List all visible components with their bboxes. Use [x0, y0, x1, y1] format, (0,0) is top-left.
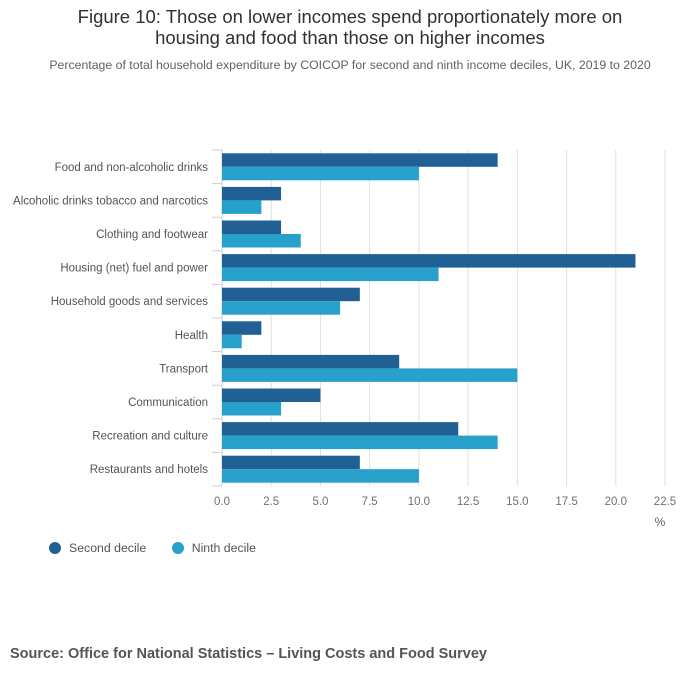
legend-item-ninth-decile[interactable]: Ninth decile	[171, 541, 256, 555]
bar-ninth-decile	[222, 368, 518, 382]
x-tick-label: 0.0	[214, 496, 230, 508]
bar-second-decile	[222, 354, 400, 369]
bar-second-decile	[222, 455, 360, 470]
chart-subtitle: Percentage of total household expenditur…	[49, 58, 651, 72]
legend-label-second-decile: Second decile	[69, 541, 147, 555]
category-label: Alcoholic drinks tobacco and narcotics	[13, 195, 208, 207]
x-tick-label: 15.0	[506, 496, 528, 508]
bar-second-decile	[222, 153, 498, 167]
bar-second-decile	[222, 186, 282, 201]
category-label: Clothing and footwear	[96, 229, 208, 241]
legend: Second decile Ninth decile	[49, 541, 278, 557]
bar-second-decile	[222, 388, 321, 402]
legend-item-second-decile[interactable]: Second decile	[49, 541, 146, 555]
bar-ninth-decile	[222, 234, 301, 248]
x-tick-label: 17.5	[555, 496, 577, 508]
bar-ninth-decile	[222, 301, 341, 315]
category-label: Restaurants and hotels	[90, 464, 209, 476]
category-label: Transport	[159, 363, 209, 375]
chart-title: Figure 10: Those on lower incomes spend …	[0, 6, 700, 48]
bar-second-decile	[222, 287, 360, 302]
category-label: Housing (net) fuel and power	[60, 263, 208, 275]
bar-ninth-decile	[222, 469, 419, 483]
category-label: Recreation and culture	[92, 431, 208, 443]
bar-ninth-decile	[222, 200, 262, 214]
bar-second-decile	[222, 254, 636, 268]
bar-ninth-decile	[222, 334, 242, 349]
x-tick-label: 2.5	[263, 496, 279, 508]
bar-ninth-decile	[222, 166, 419, 181]
bar-ninth-decile	[222, 435, 498, 450]
bar-ninth-decile	[222, 402, 282, 416]
x-tick-label: 20.0	[605, 496, 627, 508]
x-tick-label: 5.0	[312, 496, 328, 508]
legend-swatch-second-decile	[49, 542, 61, 554]
bar-ninth-decile	[222, 267, 439, 282]
bar-second-decile	[222, 321, 262, 335]
category-label: Household goods and services	[51, 296, 209, 308]
x-tick-label: 22.5	[654, 496, 676, 508]
x-tick-label: 7.5	[362, 496, 378, 508]
category-label: Communication	[128, 397, 208, 409]
legend-label-ninth-decile: Ninth decile	[191, 541, 256, 555]
category-label: Food and non-alcoholic drinks	[55, 162, 209, 174]
x-tick-label: 12.5	[457, 496, 479, 508]
chart-title-line2: housing and food than those on higher in…	[155, 27, 545, 48]
x-tick-label: 10.0	[408, 496, 430, 508]
x-axis-label: %	[655, 515, 666, 529]
chart-title-line1: Figure 10: Those on lower incomes spend …	[77, 6, 623, 27]
source-note: Source: Office for National Statistics –…	[10, 646, 487, 662]
bar-second-decile	[222, 220, 282, 234]
legend-swatch-ninth-decile	[171, 542, 184, 554]
bar-second-decile	[222, 422, 459, 436]
category-label: Health	[175, 330, 208, 342]
